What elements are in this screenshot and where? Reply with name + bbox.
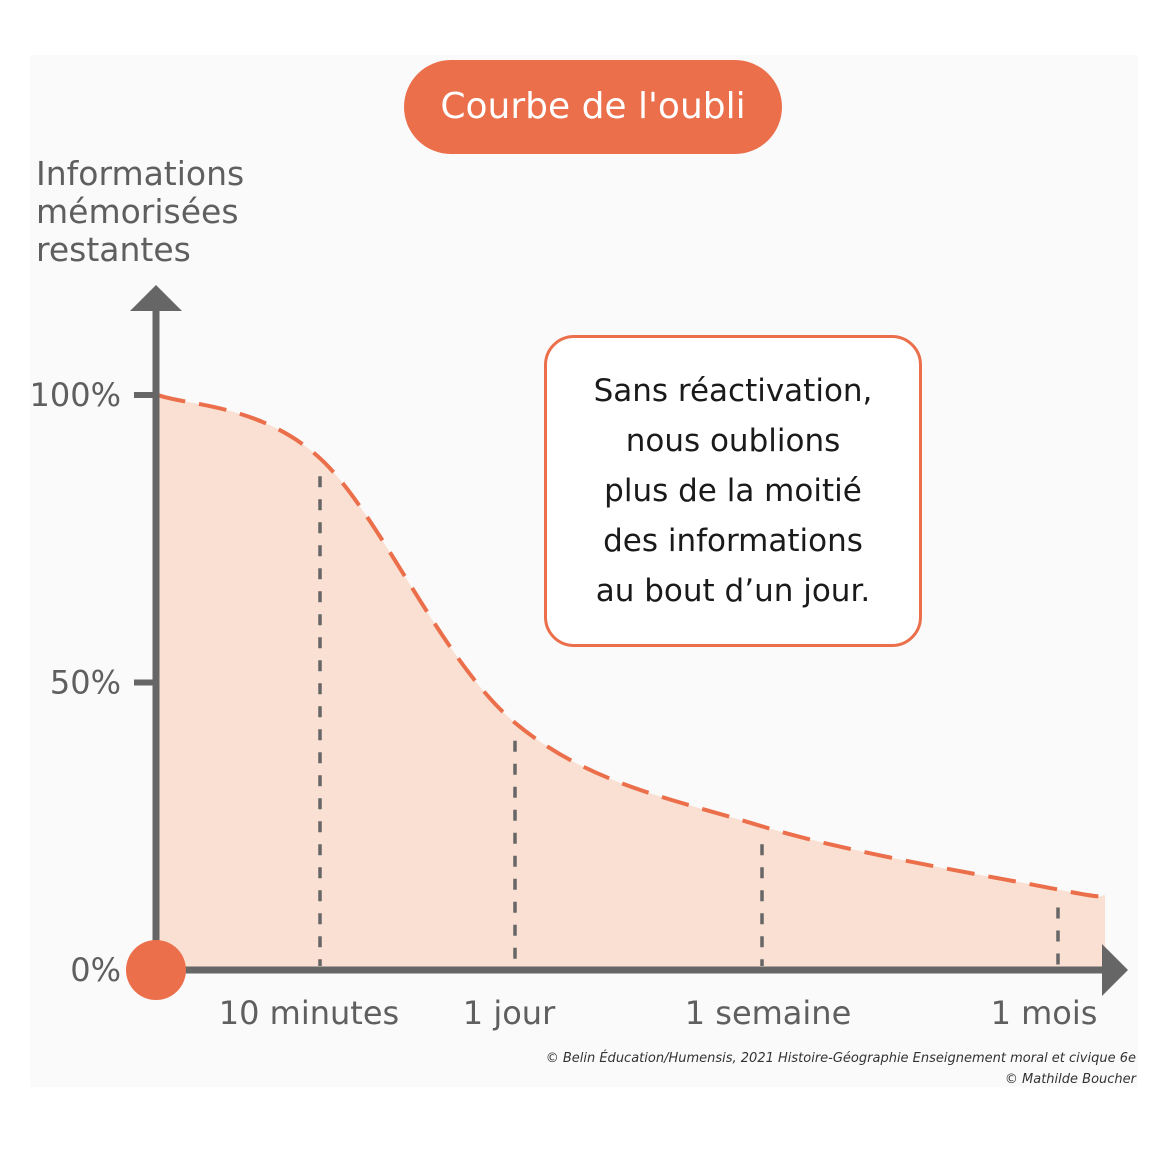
annotation-line-2: nous oublions — [625, 423, 841, 459]
origin-dot — [126, 940, 186, 1000]
annotation-line-3: plus de la moitié — [604, 473, 862, 509]
annotation-line-1: Sans réactivation, — [593, 373, 873, 409]
y-tick-label-1: 100% — [30, 376, 121, 414]
y-axis-title-line-2: mémorisées — [36, 192, 239, 231]
chart-title: Courbe de l'oubli — [404, 60, 782, 154]
x-tick-label-2: 1 jour — [463, 994, 556, 1032]
annotation-line-4: des informations — [603, 523, 863, 559]
y-tick-label-3: 0% — [70, 951, 121, 989]
forgetting-curve-line — [157, 393, 1106, 899]
annotation-text: Sans réactivation, nous oublions plus de… — [594, 366, 873, 616]
credit-line-2: © Mathilde Boucher — [1004, 1072, 1136, 1087]
x-axis-arrow — [1102, 944, 1128, 996]
credit-line-1: © Belin Éducation/Humensis, 2021 Histoir… — [545, 1051, 1136, 1066]
annotation-callout: Sans réactivation, nous oublions plus de… — [544, 335, 922, 647]
x-tick-label-3: 1 semaine — [685, 994, 852, 1032]
y-tick-label-2: 50% — [50, 664, 121, 702]
y-axis-title-line-3: restantes — [36, 230, 191, 269]
area-fill — [158, 395, 1105, 970]
annotation-line-5: au bout d’un jour. — [595, 573, 871, 609]
credits: © Belin Éducation/Humensis, 2021 Histoir… — [546, 1048, 1136, 1090]
y-axis-title: Informations mémorisées restantes — [36, 155, 244, 269]
y-axis-title-line-1: Informations — [36, 154, 245, 193]
y-axis-arrow — [130, 285, 182, 311]
x-tick-label-4: 1 mois — [991, 994, 1098, 1032]
x-tick-label-1: 10 minutes — [219, 994, 399, 1032]
